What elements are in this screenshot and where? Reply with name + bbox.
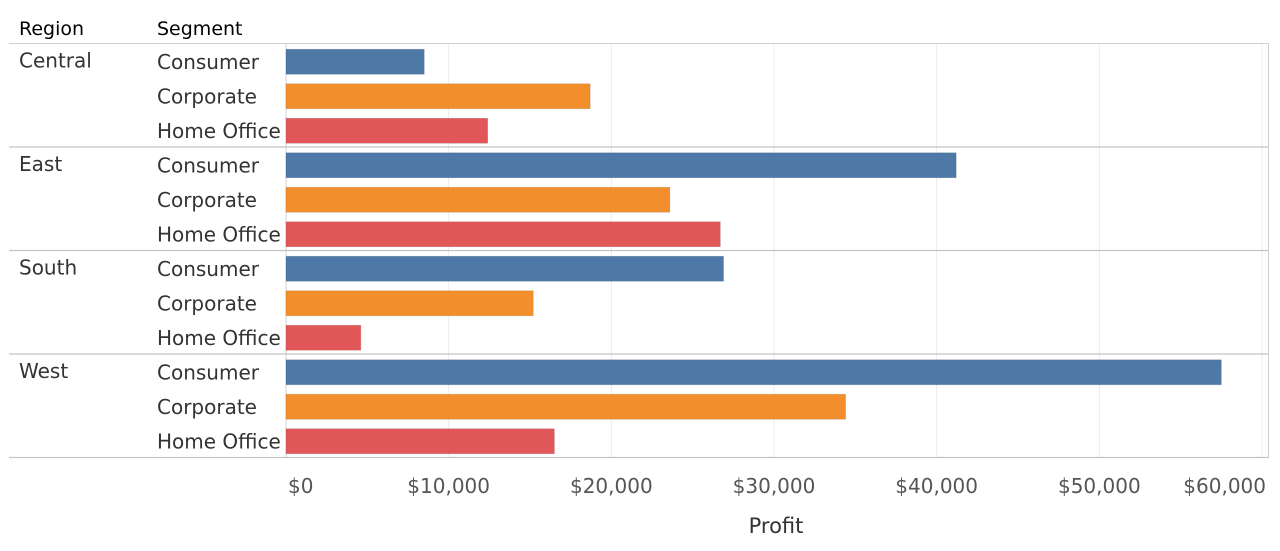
bar-east-home-office (285, 221, 721, 248)
x-tick-label: $50,000 (1058, 474, 1141, 498)
segment-label: Corporate (157, 188, 257, 212)
region-column-header: Region (19, 18, 84, 40)
separator-layer (9, 43, 1269, 459)
x-tick-label: $10,000 (407, 474, 490, 498)
segment-column-header: Segment (157, 18, 243, 40)
segment-label: Consumer (157, 50, 260, 74)
segment-label: Home Office (157, 326, 281, 350)
x-tick-label: $60,000 (1183, 474, 1266, 498)
x-tick-label: $0 (288, 474, 313, 498)
x-axis: Profit $0 $10,000 $20,000 $30,000 $40,000 $50… (288, 474, 1266, 538)
x-tick-label: $40,000 (895, 474, 978, 498)
region-label-south: South (19, 256, 77, 280)
segment-label: Home Office (157, 429, 281, 453)
segment-label: Corporate (157, 291, 257, 315)
x-tick-label: $20,000 (570, 474, 653, 498)
segment-label: Home Office (157, 222, 281, 246)
bar-west-consumer (285, 359, 1222, 386)
bar-east-corporate (285, 186, 671, 213)
segment-label: Consumer (157, 153, 260, 177)
bar-west-corporate (285, 393, 846, 420)
segment-label: Consumer (157, 257, 260, 281)
bar-central-corporate (285, 83, 591, 110)
segment-label: Consumer (157, 360, 260, 384)
bar-central-home-office (285, 117, 489, 144)
label-layer: Region Segment Central Consumer Corporate H… (19, 18, 281, 453)
bar-south-home-office (285, 324, 362, 351)
segment-label: Home Office (157, 119, 281, 143)
region-label-central: Central (19, 49, 92, 73)
bar-west-home-office (285, 428, 555, 455)
bar-east-consumer (285, 152, 957, 179)
bar-south-consumer (285, 255, 724, 282)
region-label-west: West (19, 359, 68, 383)
x-axis-title: Profit (749, 514, 804, 538)
x-tick-label: $30,000 (733, 474, 816, 498)
bar-central-consumer (285, 48, 425, 75)
bar-south-corporate (285, 290, 534, 317)
region-label-east: East (19, 152, 62, 176)
bar-layer (285, 48, 1222, 455)
segment-label: Corporate (157, 84, 257, 108)
segment-label: Corporate (157, 395, 257, 419)
